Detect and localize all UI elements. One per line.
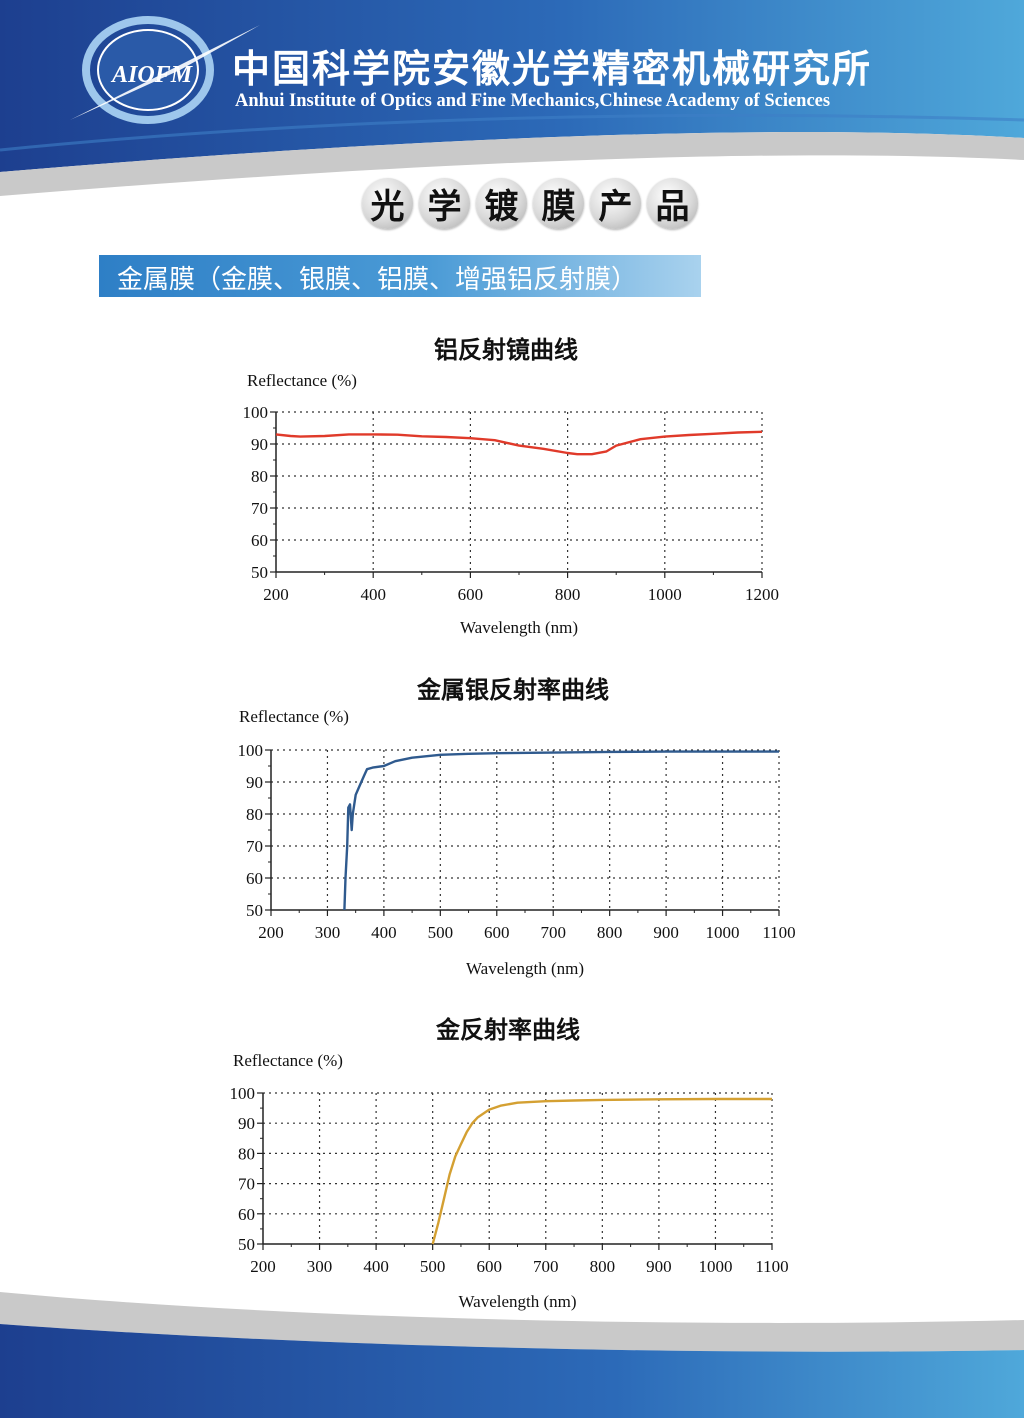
- x-tick-label: 900: [646, 1257, 672, 1276]
- section-heading-bar: 金属膜（金膜、银膜、铝膜、增强铝反射膜）: [99, 255, 701, 297]
- page-title-char: 学: [419, 178, 470, 229]
- y-tick-label: 50: [246, 901, 263, 920]
- x-tick-label: 400: [360, 585, 386, 604]
- x-tick-label: 400: [371, 923, 397, 942]
- x-tick-label: 700: [533, 1257, 559, 1276]
- x-tick-label: 500: [428, 923, 454, 942]
- chart-title-aluminum: 铝反射镜曲线: [434, 336, 578, 364]
- y-tick-label: 60: [246, 869, 263, 888]
- page-title-char: 产: [590, 178, 641, 229]
- y-tick-label: 70: [246, 837, 263, 856]
- x-tick-label: 1000: [648, 585, 682, 604]
- x-tick-label: 600: [484, 923, 510, 942]
- page-title-char: 膜: [533, 178, 584, 229]
- x-tick-label: 800: [597, 923, 623, 942]
- institute-name-cn: 中国科学院安徽光学精密机械研究所: [232, 46, 873, 91]
- x-tick-label: 200: [258, 923, 284, 942]
- x-tick-label: 900: [653, 923, 679, 942]
- x-tick-label: 200: [263, 585, 289, 604]
- x-tick-label: 600: [476, 1257, 502, 1276]
- y-tick-label: 100: [238, 741, 264, 760]
- chart-title-gold: 金反射率曲线: [436, 1016, 580, 1044]
- series-line: [343, 750, 779, 911]
- page-title-char: 品: [647, 178, 698, 229]
- x-axis-label: Wavelength (nm): [466, 959, 584, 978]
- y-axis-label: Reflectance (%): [233, 1051, 343, 1070]
- x-tick-label: 800: [590, 1257, 616, 1276]
- x-tick-label: 1200: [745, 585, 779, 604]
- page-title-char: 镀: [476, 178, 527, 229]
- x-tick-label: 500: [420, 1257, 446, 1276]
- x-tick-label: 600: [458, 585, 484, 604]
- page-title-char: 光: [362, 178, 413, 229]
- x-tick-label: 1000: [706, 923, 740, 942]
- logo-text: AIOFM: [110, 62, 194, 88]
- footer-background: [0, 1292, 1024, 1418]
- aiofm-logo-icon: AIOFM: [70, 16, 260, 124]
- header-banner: AIOFM 中国科学院安徽光学精密机械研究所 Anhui Institute o…: [0, 0, 1024, 200]
- x-tick-label: 400: [363, 1257, 389, 1276]
- footer-banner: [0, 1280, 1024, 1418]
- x-tick-label: 200: [250, 1257, 276, 1276]
- y-tick-label: 90: [238, 1114, 255, 1133]
- section-heading: 金属膜（金膜、银膜、铝膜、增强铝反射膜）: [117, 265, 638, 295]
- y-tick-label: 90: [246, 773, 263, 792]
- x-tick-label: 800: [555, 585, 581, 604]
- series-line: [431, 1097, 772, 1245]
- page-title: 光 学 镀 膜 产 品: [362, 178, 704, 236]
- x-tick-label: 1100: [762, 923, 795, 942]
- y-tick-label: 100: [230, 1084, 256, 1103]
- y-tick-label: 100: [243, 403, 269, 422]
- header-background: [0, 0, 1024, 196]
- x-tick-label: 700: [540, 923, 566, 942]
- y-tick-label: 80: [238, 1144, 255, 1163]
- y-axis-label: Reflectance (%): [247, 371, 357, 390]
- chart-title-silver: 金属银反射率曲线: [417, 676, 609, 704]
- x-axis-label: Wavelength (nm): [460, 618, 578, 637]
- y-tick-label: 50: [238, 1235, 255, 1254]
- y-tick-label: 60: [251, 531, 268, 550]
- x-tick-label: 1100: [755, 1257, 788, 1276]
- y-tick-label: 90: [251, 435, 268, 454]
- y-tick-label: 70: [251, 499, 268, 518]
- series-line: [275, 430, 763, 456]
- y-tick-label: 80: [251, 467, 268, 486]
- y-tick-label: 50: [251, 563, 268, 582]
- y-tick-label: 60: [238, 1205, 255, 1224]
- x-tick-label: 300: [307, 1257, 333, 1276]
- x-tick-label: 300: [315, 923, 341, 942]
- institute-name-en: Anhui Institute of Optics and Fine Mecha…: [235, 91, 831, 111]
- y-axis-label: Reflectance (%): [239, 707, 349, 726]
- y-tick-label: 80: [246, 805, 263, 824]
- x-tick-label: 1000: [698, 1257, 732, 1276]
- y-tick-label: 70: [238, 1175, 255, 1194]
